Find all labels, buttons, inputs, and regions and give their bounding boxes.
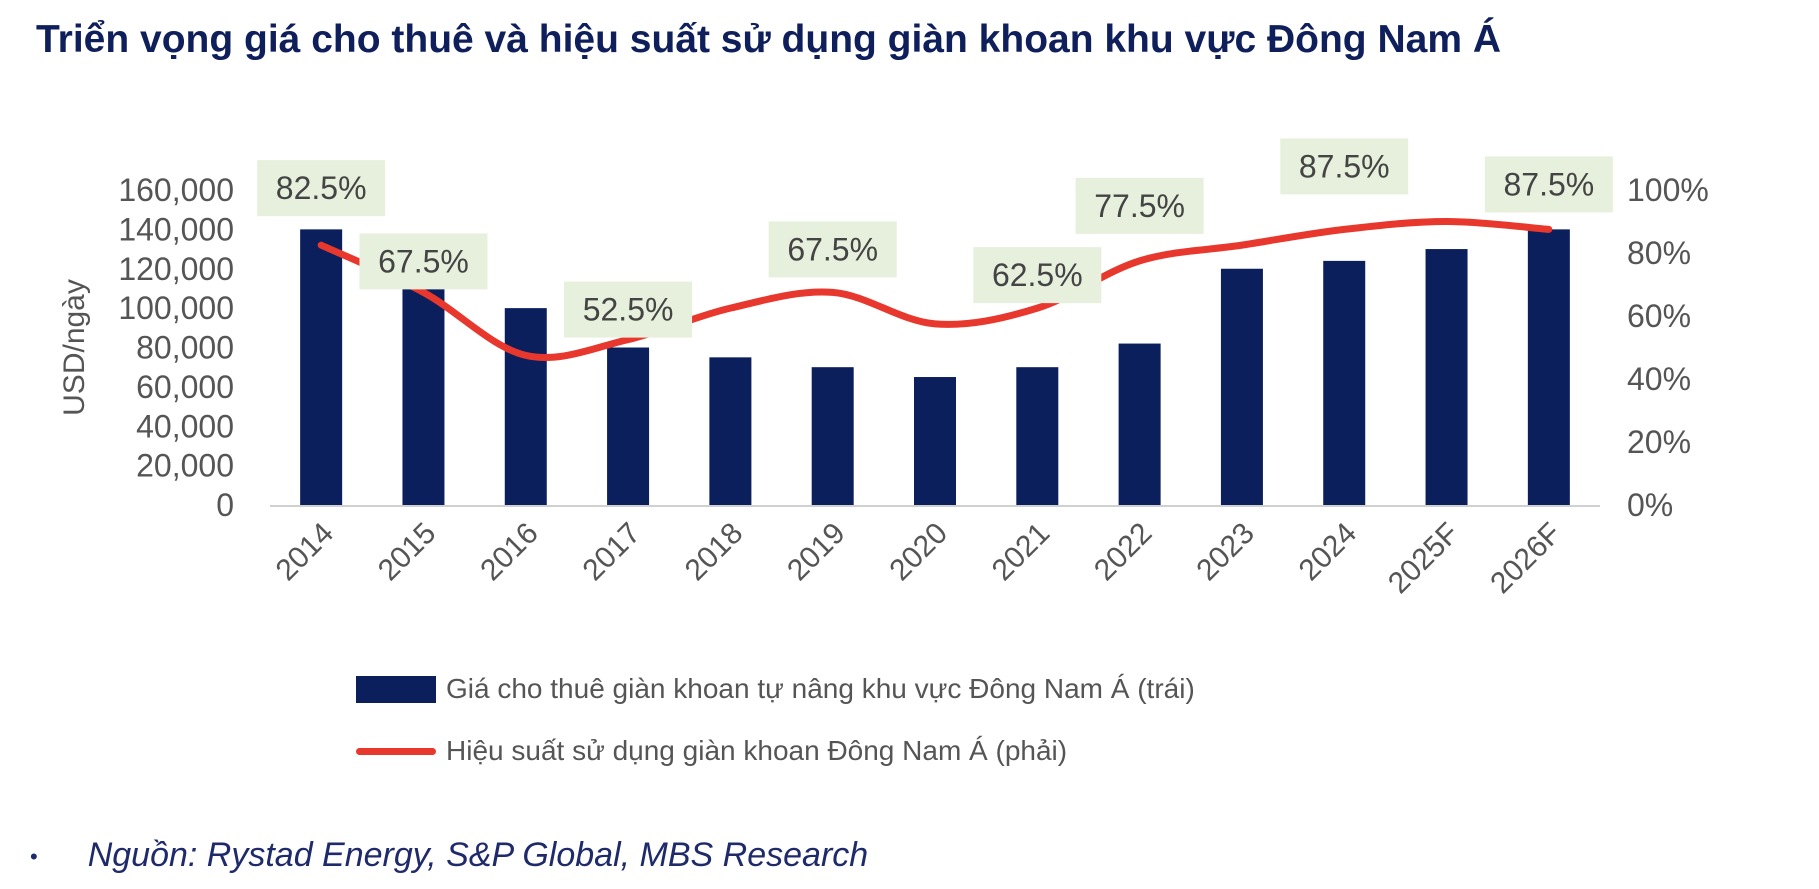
y-tick-label: 100,000 (118, 290, 234, 326)
x-tick-label: 2015 (372, 517, 443, 588)
data-label: 67.5% (378, 243, 469, 279)
data-label-box (973, 247, 1102, 304)
y-tick-label: 0 (216, 487, 234, 523)
x-tick-label: 2018 (679, 517, 750, 588)
y-tick-label: 60,000 (136, 369, 234, 405)
bar-2020 (914, 377, 956, 505)
x-tick-label: 2026F (1484, 517, 1567, 600)
legend-swatch-line (356, 747, 436, 755)
source-note: • Nguồn: Rystad Energy, S&P Global, MBS R… (30, 836, 868, 875)
y-tick-label: 20,000 (136, 448, 234, 484)
bar-2016 (504, 308, 547, 505)
x-tick-label: 2024 (1293, 517, 1364, 588)
data-label: 82.5% (276, 170, 367, 206)
y2-tick-label: 0% (1627, 487, 1673, 523)
bar-2017 (607, 347, 650, 505)
x-tick-label: 2025F (1382, 517, 1465, 600)
y2-tick-label: 80% (1627, 235, 1691, 271)
data-label-box (1075, 177, 1204, 234)
bar-2021 (1016, 367, 1059, 505)
data-label-box (768, 221, 897, 278)
legend-label-line: Hiệu suất sử dụng giàn khoan Đông Nam Á … (446, 735, 1068, 766)
data-label: 67.5% (787, 231, 878, 267)
bar-2018 (709, 357, 752, 505)
x-tick-label: 2016 (474, 517, 545, 588)
legend-item-bar: Giá cho thuê giàn khoan tự nâng khu vực … (356, 673, 1195, 705)
bar-2015 (402, 268, 445, 505)
data-label-box (564, 281, 693, 338)
y-tick-label: 40,000 (136, 408, 234, 444)
data-label: 77.5% (1094, 188, 1185, 224)
data-label: 62.5% (992, 257, 1083, 293)
y2-tick-label: 20% (1627, 424, 1691, 460)
legend-item-line: Hiệu suất sử dụng giàn khoan Đông Nam Á … (356, 735, 1067, 767)
y2-tick-label: 60% (1627, 298, 1691, 334)
bar-2023 (1220, 268, 1263, 505)
legend-swatch-bar (356, 675, 436, 703)
utilization-line (317, 217, 1553, 362)
data-label-box (1280, 138, 1409, 195)
x-tick-label: 2017 (576, 517, 647, 588)
x-tick-label: 2023 (1190, 517, 1261, 588)
y-tick-label: 120,000 (118, 251, 234, 287)
x-tick-label: 2022 (1088, 517, 1159, 588)
data-label: 87.5% (1299, 148, 1390, 184)
data-label: 87.5% (1503, 166, 1594, 202)
y-axis-label: USD/ngày (58, 279, 91, 416)
bar-2026F (1527, 229, 1570, 505)
bar-2025F (1425, 249, 1468, 505)
x-tick-label: 2014 (270, 517, 341, 588)
data-label-box (359, 233, 488, 290)
bar-2022 (1118, 343, 1161, 505)
y-tick-label: 160,000 (118, 172, 234, 208)
y2-tick-label: 100% (1627, 172, 1709, 208)
x-tick-label: 2021 (986, 517, 1057, 588)
bar-2024 (1323, 260, 1366, 505)
data-label-box (1484, 156, 1613, 213)
legend-label-bar: Giá cho thuê giàn khoan tự nâng khu vực … (446, 673, 1195, 704)
y-tick-label: 80,000 (136, 330, 234, 366)
bar-2014 (300, 229, 343, 505)
x-tick-label: 2019 (781, 517, 852, 588)
data-label: 52.5% (583, 292, 674, 328)
bar-2019 (811, 367, 854, 505)
y2-tick-label: 40% (1627, 361, 1691, 397)
source-text: Nguồn: Rystad Energy, S&P Global, MBS Re… (87, 836, 869, 874)
bullet-icon: • (30, 844, 38, 870)
x-tick-label: 2020 (883, 517, 954, 588)
y-tick-label: 140,000 (118, 211, 234, 247)
data-label-box (257, 160, 386, 217)
chart-title: Triển vọng giá cho thuê và hiệu suất sử … (36, 18, 1501, 61)
